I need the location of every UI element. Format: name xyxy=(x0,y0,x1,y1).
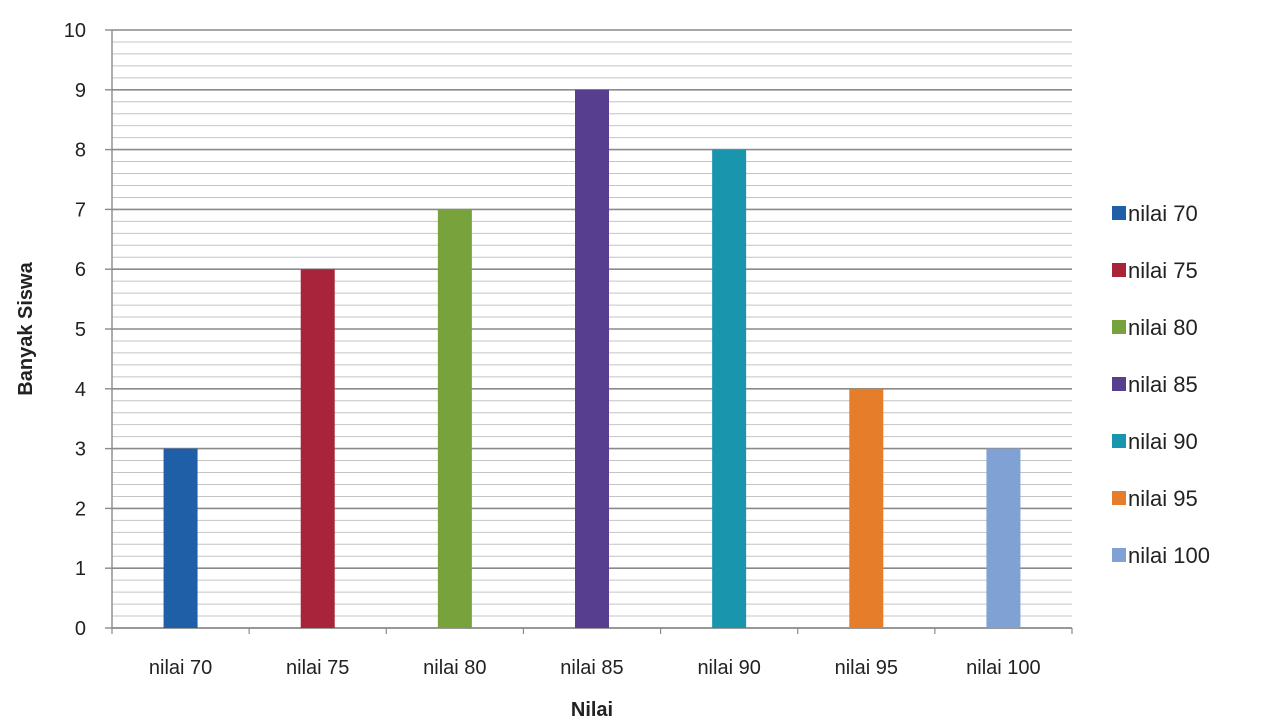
x-tick-label: nilai 80 xyxy=(423,657,486,679)
legend-label: nilai 80 xyxy=(1128,315,1198,340)
legend-swatch xyxy=(1112,263,1126,277)
y-tick-label: 2 xyxy=(75,498,86,520)
legend-label: nilai 95 xyxy=(1128,486,1198,511)
y-tick-label: 1 xyxy=(75,558,86,580)
y-tick-label: 0 xyxy=(75,618,86,640)
y-tick-label: 6 xyxy=(75,259,86,281)
legend: nilai 70 nilai 75 nilai 80 nilai 85 nilai 90… xyxy=(1112,201,1210,568)
legend-label: nilai 90 xyxy=(1128,429,1198,454)
y-axis: 0 1 2 3 4 5 6 7 8 9 10 xyxy=(64,20,113,640)
y-tick-label: 7 xyxy=(75,199,86,221)
x-tick-label: nilai 70 xyxy=(149,657,212,679)
bar xyxy=(163,448,198,628)
bar xyxy=(575,89,609,629)
legend-swatch xyxy=(1112,548,1126,562)
legend-swatch xyxy=(1112,320,1126,334)
x-axis: nilai 70 nilai 75 nilai 80 nilai 85 nilai 90… xyxy=(111,627,1073,679)
y-tick-label: 8 xyxy=(75,140,86,162)
legend-swatch xyxy=(1112,434,1126,448)
legend-label: nilai 70 xyxy=(1128,201,1198,226)
x-tick-label: nilai 95 xyxy=(835,657,898,679)
y-tick-label: 4 xyxy=(75,379,86,401)
bar xyxy=(300,269,335,628)
x-tick-label: nilai 75 xyxy=(286,657,349,679)
legend-label: nilai 75 xyxy=(1128,258,1198,283)
x-tick-label: nilai 85 xyxy=(560,657,623,679)
y-tick-label: 9 xyxy=(75,80,86,102)
y-tick-label: 3 xyxy=(75,439,86,461)
x-tick-label: nilai 100 xyxy=(966,657,1041,679)
bar xyxy=(437,209,472,628)
legend-label: nilai 100 xyxy=(1128,543,1210,568)
y-axis-title: Banyak Siswa xyxy=(15,261,37,395)
bar xyxy=(712,149,747,628)
legend-swatch xyxy=(1112,206,1126,220)
legend-swatch xyxy=(1112,491,1126,505)
y-tick-label: 5 xyxy=(75,319,86,341)
legend-label: nilai 85 xyxy=(1128,372,1198,397)
bars xyxy=(163,89,1021,629)
x-tick-label: nilai 90 xyxy=(697,657,760,679)
legend-swatch xyxy=(1112,377,1126,391)
bar xyxy=(849,388,884,628)
y-tick-label: 10 xyxy=(64,20,86,42)
bar xyxy=(986,448,1021,628)
x-axis-title: Nilai xyxy=(571,699,613,721)
